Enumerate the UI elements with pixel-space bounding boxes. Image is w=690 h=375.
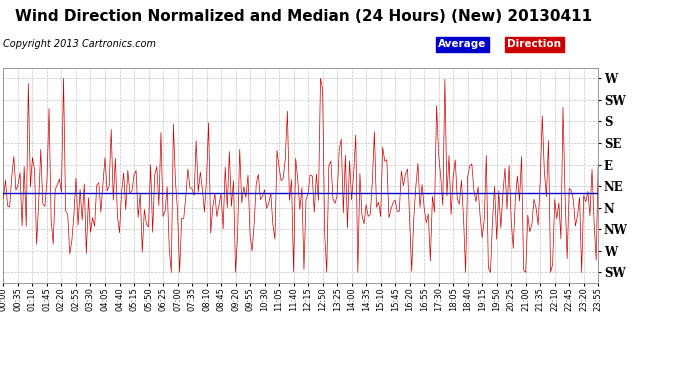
Text: Direction: Direction <box>507 39 561 50</box>
Text: Copyright 2013 Cartronics.com: Copyright 2013 Cartronics.com <box>3 39 157 50</box>
Text: Wind Direction Normalized and Median (24 Hours) (New) 20130411: Wind Direction Normalized and Median (24… <box>15 9 592 24</box>
Text: Average: Average <box>438 39 486 50</box>
